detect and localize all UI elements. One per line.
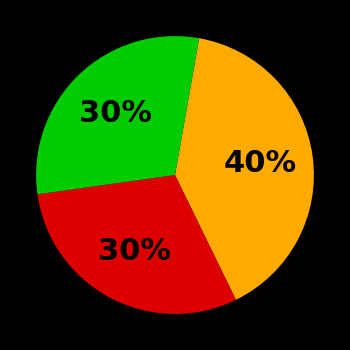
Text: 30%: 30% xyxy=(98,237,171,266)
Wedge shape xyxy=(37,175,236,314)
Text: 40%: 40% xyxy=(224,148,297,177)
Text: 30%: 30% xyxy=(79,99,152,127)
Wedge shape xyxy=(175,38,314,300)
Wedge shape xyxy=(36,36,199,194)
